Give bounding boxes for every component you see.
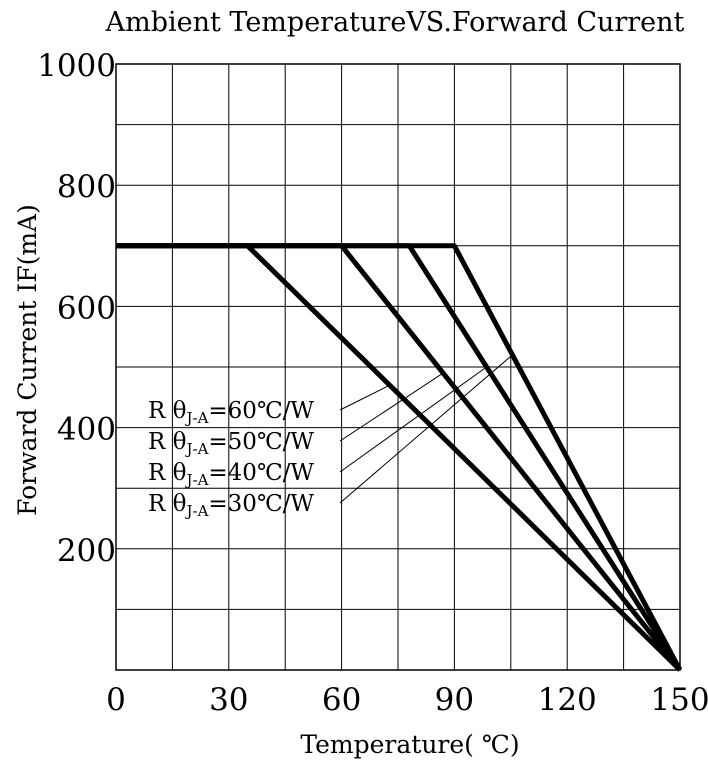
legend-leaders [339, 354, 513, 504]
x-axis-label: Temperature( ℃) [300, 730, 519, 759]
y-tick-label: 200 [57, 533, 116, 569]
legend-label-2: R θJ-A=50℃/W [148, 429, 314, 458]
x-tick-label: 0 [106, 682, 126, 718]
x-tick-label: 30 [209, 682, 248, 718]
legend: R θJ-A=60℃/WR θJ-A=50℃/WR θJ-A=40℃/WR θJ… [148, 398, 314, 520]
x-tick-label: 150 [650, 682, 708, 718]
legend-label-3: R θJ-A=40℃/W [148, 460, 314, 489]
legend-leader-4 [339, 354, 513, 504]
legend-leader-3 [339, 366, 487, 473]
chart-title: Ambient TemperatureVS.Forward Current [105, 7, 685, 38]
legend-label-4: R θJ-A=30℃/W [148, 491, 314, 520]
y-tick-label: 1000 [37, 48, 116, 84]
legend-leader-2 [339, 372, 444, 442]
y-axis-label: Forward Current IF(mA) [13, 204, 42, 516]
x-tick-label: 120 [538, 682, 597, 718]
y-tick-label: 400 [57, 412, 116, 448]
series-lines [116, 243, 683, 672]
legend-leader-1 [339, 384, 390, 411]
y-tick-label: 800 [57, 169, 116, 205]
plot-border [115, 63, 681, 671]
x-tick-label: 60 [322, 682, 361, 718]
series-line-4 [116, 243, 683, 672]
tick-labels: 0 30 60 90 120 150 200 400 600 800 1000 [37, 48, 708, 718]
legend-label-1: R θJ-A=60℃/W [148, 398, 314, 427]
x-tick-label: 90 [435, 682, 474, 718]
grid [115, 63, 681, 671]
y-tick-label: 600 [57, 290, 116, 326]
